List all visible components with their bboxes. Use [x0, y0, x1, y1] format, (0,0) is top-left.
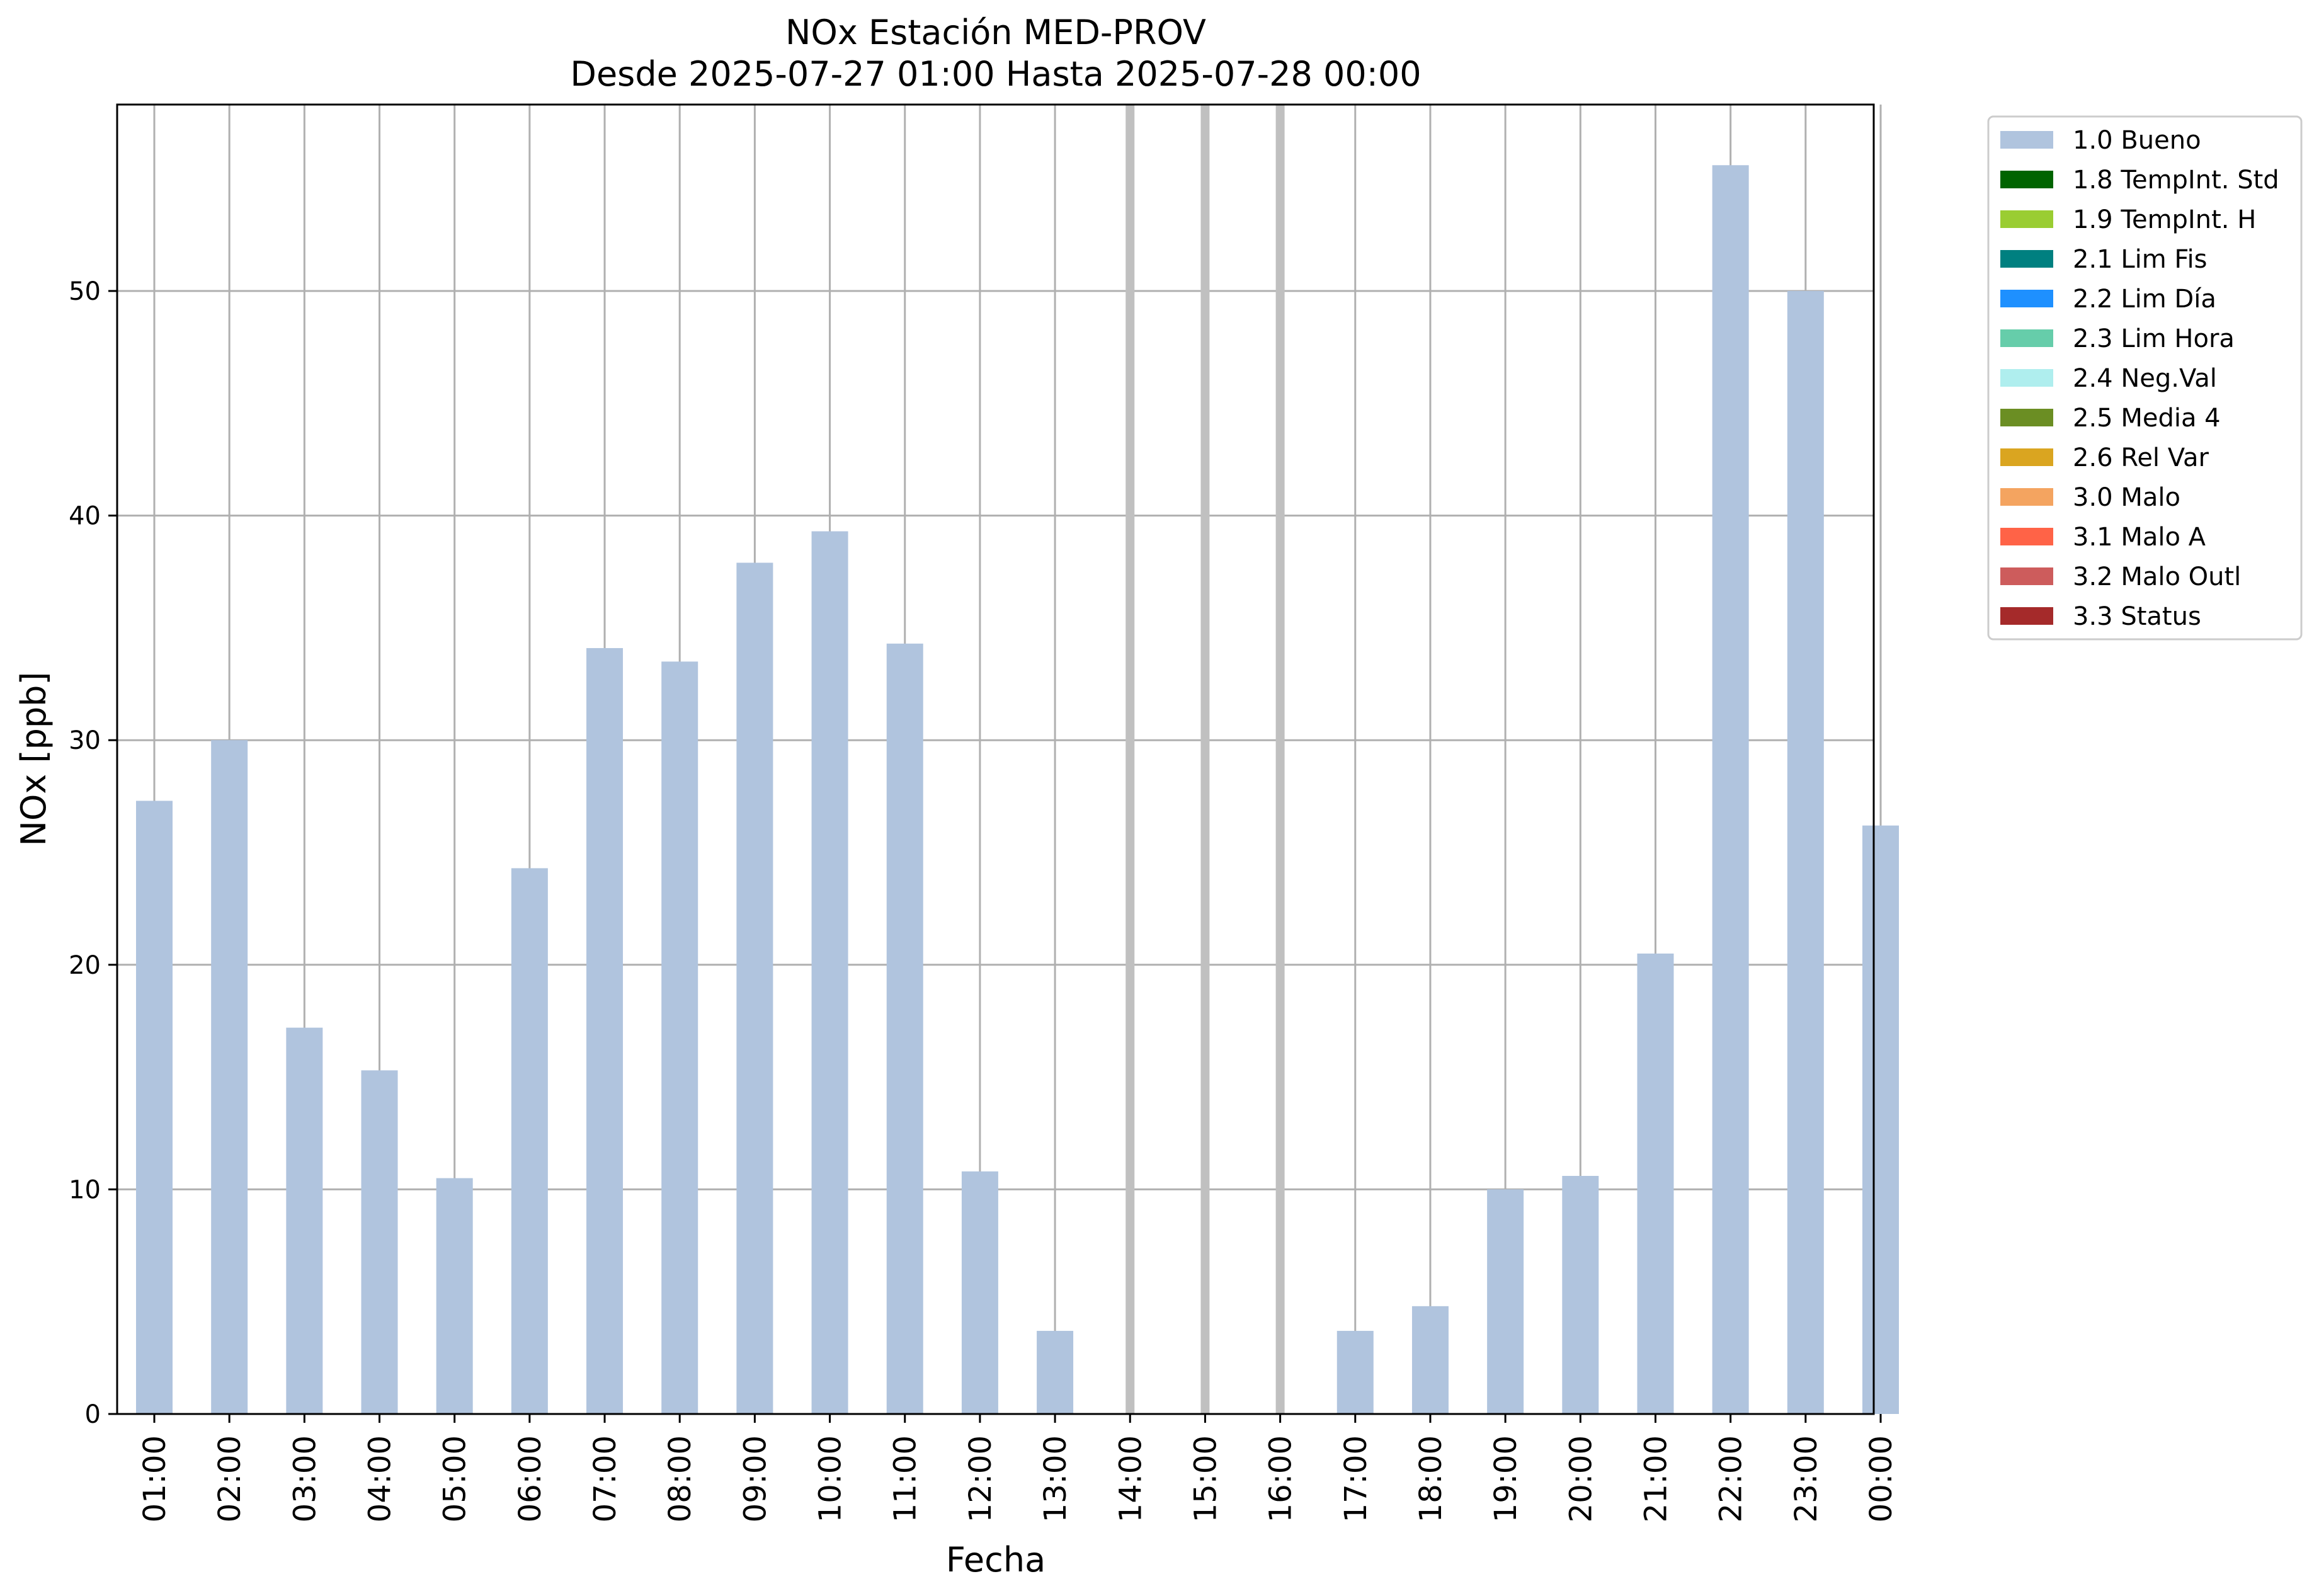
- x-tick-label: 13:00: [1038, 1435, 1073, 1522]
- chart-title: NOx Estación MED-PROV: [785, 13, 1206, 52]
- y-tick-label: 10: [69, 1175, 101, 1204]
- bar: [961, 1171, 998, 1414]
- legend-label: 2.3 Lim Hora: [2073, 324, 2235, 353]
- x-axis: 01:00 02:00 03:00 04:00 05:00 06:00 07:00 08:00…: [137, 1414, 1899, 1522]
- x-tick-label: 19:00: [1488, 1435, 1524, 1522]
- legend-label: 1.9 TempInt. H: [2073, 205, 2256, 234]
- x-tick-label: 02:00: [212, 1435, 248, 1522]
- bar: [1637, 953, 1674, 1414]
- x-tick-label: 20:00: [1563, 1435, 1598, 1522]
- x-tick-label: 14:00: [1113, 1435, 1148, 1522]
- bar: [1487, 1189, 1524, 1414]
- x-tick-label: 01:00: [137, 1435, 173, 1522]
- y-tick-label: 30: [69, 726, 101, 755]
- legend-swatch: [2000, 329, 2053, 347]
- bar: [136, 801, 173, 1414]
- bar: [211, 740, 248, 1414]
- legend-swatch: [2000, 171, 2053, 188]
- x-tick-label: 00:00: [1864, 1435, 1899, 1522]
- bar: [1411, 1306, 1449, 1414]
- y-axis: 0 10 20 30 40 50: [69, 277, 117, 1429]
- x-tick-label: 21:00: [1638, 1435, 1673, 1522]
- bar: [1562, 1176, 1599, 1414]
- legend-swatch: [2000, 488, 2053, 506]
- x-tick-label: 11:00: [888, 1435, 923, 1522]
- bar: [286, 1027, 323, 1414]
- missing-data-marker: [1275, 105, 1285, 1414]
- legend-swatch: [2000, 369, 2053, 387]
- bar: [361, 1070, 398, 1414]
- legend: 1.0 Bueno 1.8 TempInt. Std 1.9 TempInt. H 2…: [1987, 115, 2303, 641]
- missing-data-marker: [1125, 105, 1135, 1414]
- x-tick-label: 09:00: [738, 1435, 773, 1522]
- bars: [136, 165, 1899, 1415]
- legend-label: 3.2 Malo Outl: [2073, 562, 2241, 591]
- x-axis-label: Fecha: [946, 1540, 1046, 1580]
- legend-label: 3.3 Status: [2073, 602, 2201, 631]
- bar: [1037, 1331, 1074, 1414]
- chart-subtitle: Desde 2025-07-27 01:00 Hasta 2025-07-28 …: [570, 54, 1421, 94]
- legend-label: 3.0 Malo: [2073, 483, 2180, 512]
- bar: [1712, 165, 1749, 1415]
- y-tick-label: 40: [69, 502, 101, 531]
- y-tick-label: 50: [69, 277, 101, 306]
- legend-label: 1.8 TempInt. Std: [2073, 166, 2279, 195]
- legend-swatch: [2000, 409, 2053, 426]
- x-tick-label: 18:00: [1413, 1435, 1449, 1522]
- bar: [1336, 1331, 1374, 1414]
- legend-label: 2.2 Lim Día: [2073, 285, 2216, 314]
- x-tick-label: 10:00: [813, 1435, 848, 1522]
- legend-swatch: [2000, 567, 2053, 585]
- bar: [586, 647, 624, 1414]
- legend-swatch: [2000, 528, 2053, 545]
- legend-label: 1.0 Bueno: [2073, 126, 2201, 155]
- legend-label: 2.4 Neg.Val: [2073, 364, 2217, 393]
- bar: [661, 661, 698, 1414]
- bar: [511, 868, 548, 1414]
- x-tick-label: 17:00: [1338, 1435, 1374, 1522]
- legend-swatch: [2000, 131, 2053, 149]
- bar: [811, 531, 848, 1415]
- x-tick-label: 16:00: [1263, 1435, 1299, 1522]
- bar: [436, 1178, 473, 1414]
- x-tick-label: 23:00: [1789, 1435, 1824, 1522]
- legend-label: 2.6 Rel Var: [2073, 443, 2209, 472]
- x-tick-label: 03:00: [287, 1435, 322, 1522]
- legend-swatch: [2000, 290, 2053, 307]
- x-tick-label: 08:00: [663, 1435, 698, 1522]
- bar: [1787, 290, 1824, 1414]
- legend-swatch: [2000, 250, 2053, 268]
- bar: [736, 562, 773, 1414]
- legend-swatch: [2000, 210, 2053, 228]
- bar: [1862, 825, 1899, 1414]
- legend-label: 2.1 Lim Fis: [2073, 245, 2207, 274]
- x-tick-label: 22:00: [1714, 1435, 1749, 1522]
- y-tick-label: 0: [85, 1400, 101, 1429]
- x-tick-label: 12:00: [963, 1435, 998, 1522]
- legend-label: 2.5 Media 4: [2073, 404, 2221, 433]
- x-tick-label: 04:00: [363, 1435, 398, 1522]
- x-tick-label: 05:00: [438, 1435, 473, 1522]
- x-tick-label: 15:00: [1188, 1435, 1223, 1522]
- legend-label: 3.1 Malo A: [2073, 523, 2206, 552]
- legend-swatch: [2000, 607, 2053, 625]
- y-tick-label: 20: [69, 951, 101, 980]
- missing-markers: [1125, 105, 1285, 1414]
- x-tick-label: 07:00: [588, 1435, 623, 1522]
- legend-frame: [1987, 115, 2303, 641]
- plot-frame: [116, 103, 1875, 1415]
- legend-swatch: [2000, 448, 2053, 466]
- bar: [886, 643, 923, 1414]
- missing-data-marker: [1200, 105, 1210, 1414]
- y-axis-label: NOx [ppb]: [14, 672, 54, 846]
- x-tick-label: 06:00: [513, 1435, 548, 1522]
